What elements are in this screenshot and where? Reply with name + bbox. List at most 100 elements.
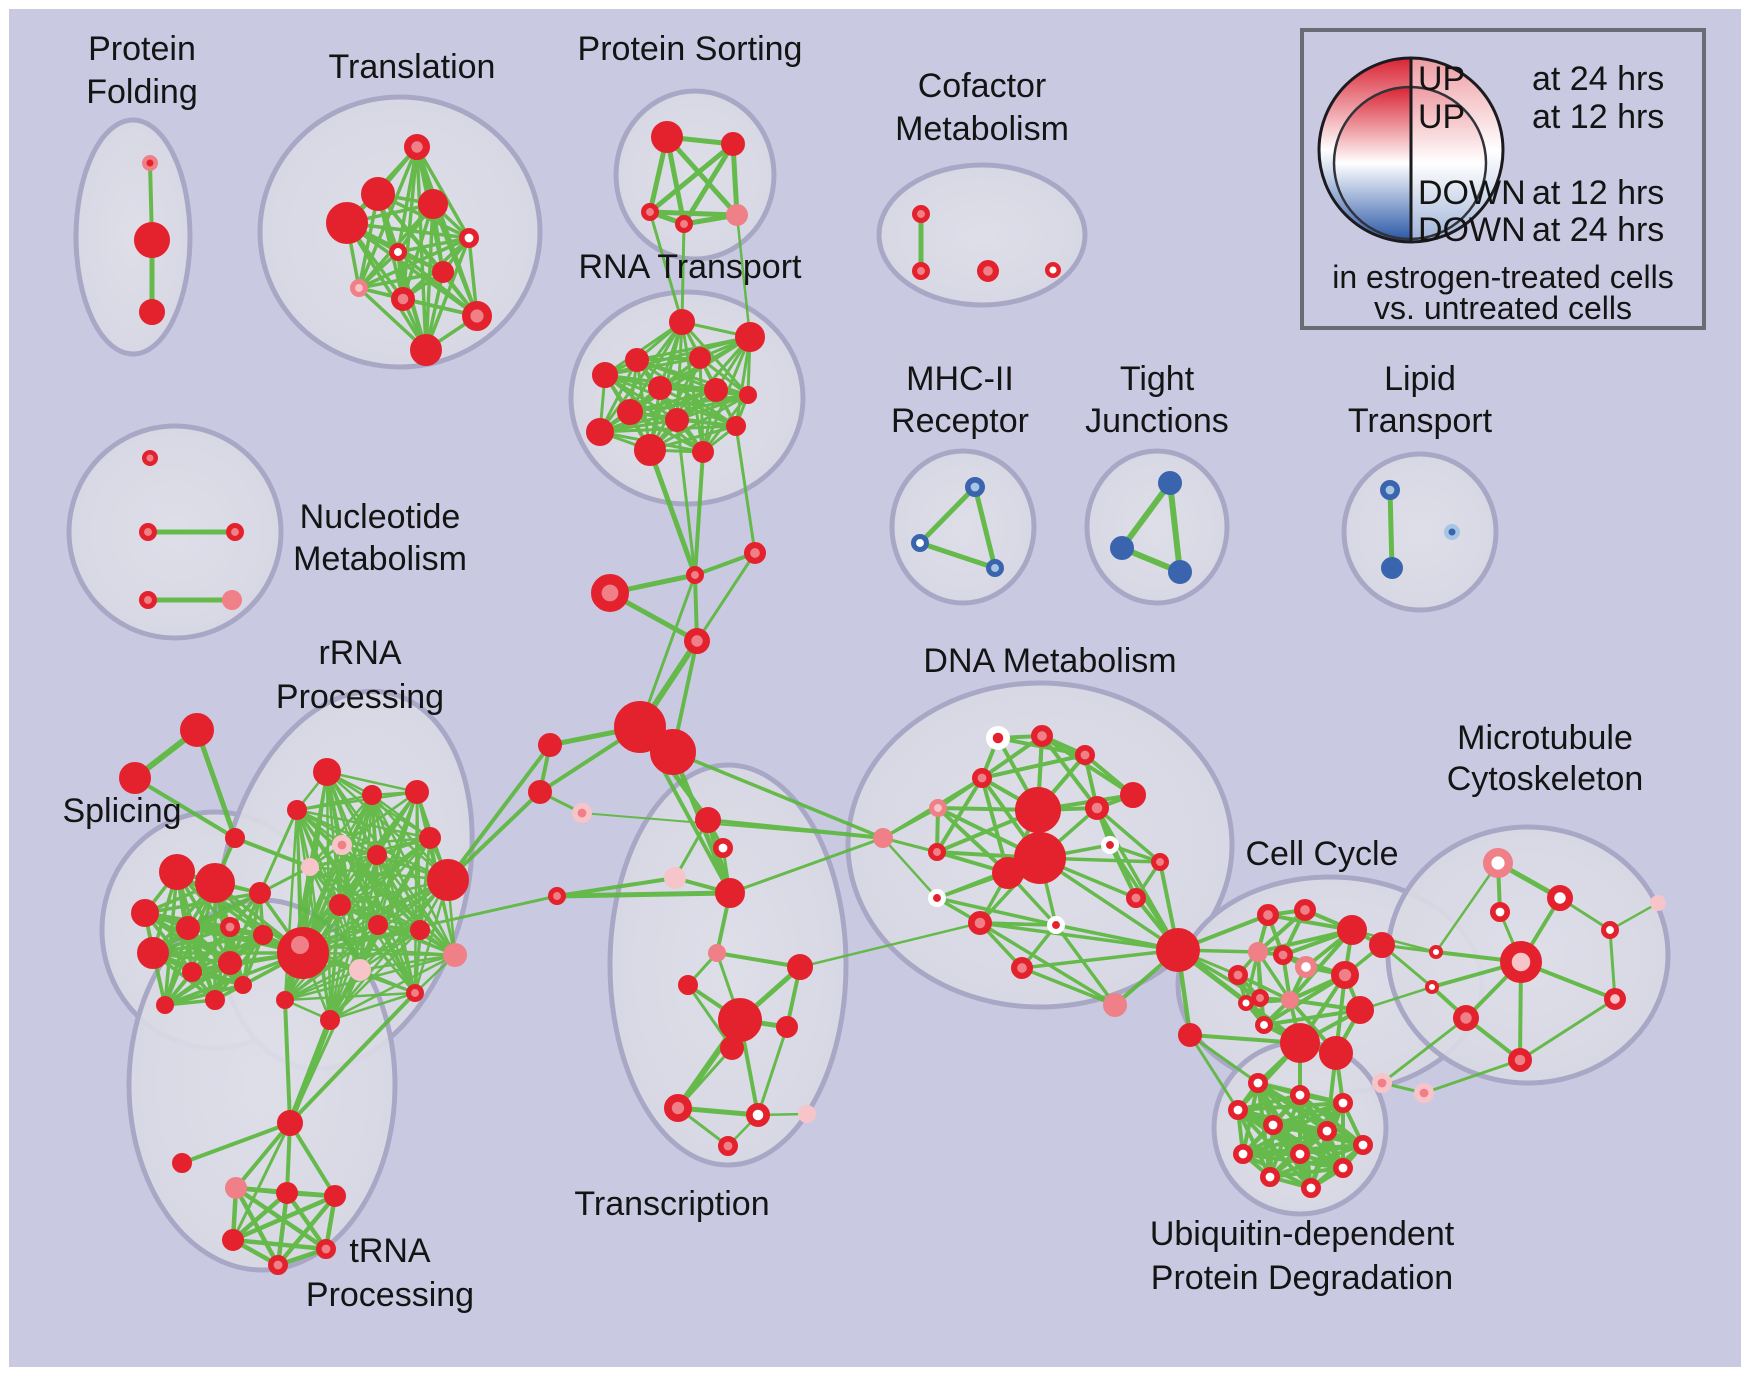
network-node [735, 322, 766, 353]
network-node [404, 133, 431, 160]
network-node [179, 713, 214, 748]
network-node [1120, 782, 1147, 809]
network-node [138, 299, 165, 326]
cluster-dm-label: DNA Metabolism [923, 642, 1176, 680]
network-edge [446, 790, 542, 882]
network-node [1228, 964, 1249, 985]
network-node [1369, 932, 1396, 959]
network-edge [231, 1121, 292, 1242]
network-node [527, 779, 552, 804]
network-node [1507, 1047, 1532, 1072]
cluster-cf-label: Cofactor [918, 67, 1047, 105]
network-node [253, 924, 274, 945]
network-edge [628, 393, 750, 414]
network-node [548, 887, 567, 906]
network-node [1044, 261, 1061, 278]
network-node [1255, 1016, 1274, 1035]
network-edge [163, 891, 262, 1007]
network-edge [275, 1190, 290, 1268]
network-node [195, 862, 236, 903]
network-node [1428, 944, 1444, 960]
network-edge [554, 890, 733, 899]
network-node [1101, 836, 1120, 855]
network-edge [328, 953, 457, 1022]
network-edge [598, 388, 718, 434]
cluster-ub-label: Protein Degradation [1151, 1259, 1453, 1297]
network-node [1443, 523, 1460, 540]
network-edge [295, 808, 432, 840]
network-edge [706, 818, 885, 840]
network-node [158, 853, 195, 890]
network-node [571, 802, 592, 823]
network-edge [413, 790, 419, 995]
network-edge [1020, 966, 1117, 1007]
cluster-pf-label: Protein [88, 30, 196, 68]
network-node [669, 309, 696, 336]
network-node [592, 362, 619, 389]
network-node [249, 882, 272, 905]
network-node [591, 574, 630, 613]
legend-row-direction: DOWN [1418, 174, 1526, 212]
network-edge [1268, 1166, 1345, 1179]
network-node [1126, 887, 1147, 908]
network-edge [1020, 948, 1180, 970]
network-node [1014, 832, 1067, 885]
network-node [695, 807, 722, 834]
legend-row-time: at 12 hrs [1532, 174, 1664, 212]
network-edge [1241, 1129, 1329, 1156]
network-node [1333, 1093, 1354, 1114]
network-node [1353, 1135, 1374, 1156]
network-node [1500, 941, 1543, 984]
cluster-mt-label: Microtubule [1457, 719, 1633, 757]
network-node [1102, 992, 1127, 1017]
network-node [139, 523, 158, 542]
cluster-tx-ellipse [607, 762, 849, 1168]
network-node [277, 1110, 304, 1137]
network-node [1290, 1144, 1311, 1165]
cluster-tj-ellipse [1084, 448, 1230, 606]
network-edge [701, 393, 750, 454]
cluster-tr-label: Translation [329, 48, 496, 86]
network-node [641, 203, 660, 222]
network-node [1167, 559, 1192, 584]
network-edge [647, 141, 736, 215]
cluster-nm-label: Metabolism [293, 540, 467, 578]
network-node [462, 301, 493, 332]
network-node [703, 377, 728, 402]
network-edge [935, 896, 1058, 927]
network-node [458, 228, 479, 249]
network-node [1237, 994, 1254, 1011]
cluster-mh-label: MHC-II [906, 360, 1014, 398]
network-edge [234, 1121, 292, 1190]
network-edge [935, 776, 984, 854]
network-edge [756, 1025, 789, 1117]
label-layer: Protein Folding Translation Protein Sorting… [62, 30, 1643, 1314]
network-node [617, 399, 644, 426]
network-node [717, 997, 762, 1042]
network-node [1424, 979, 1440, 995]
legend-row-direction: UP [1418, 98, 1465, 136]
network-node [1228, 1100, 1249, 1121]
network-node [348, 959, 371, 982]
network-node [633, 434, 666, 467]
network-edge [151, 891, 262, 955]
network-edge [1236, 1101, 1345, 1112]
network-node [1260, 1167, 1281, 1188]
network-node [1601, 921, 1620, 940]
network-node [1372, 1073, 1393, 1094]
network-edge [283, 998, 292, 1125]
cluster-pf-ellipse [73, 117, 193, 357]
network-node [1084, 795, 1109, 820]
network-node [967, 910, 992, 935]
network-edge [133, 776, 237, 840]
network-node [1333, 1158, 1354, 1179]
network-node [136, 936, 169, 969]
network-edge [1095, 806, 1162, 864]
network-node [142, 449, 159, 466]
network-edge [375, 853, 380, 927]
legend-row-time: at 24 hrs [1532, 60, 1664, 98]
network-node [326, 202, 369, 245]
network-edge [295, 808, 450, 882]
network-node [361, 176, 396, 211]
